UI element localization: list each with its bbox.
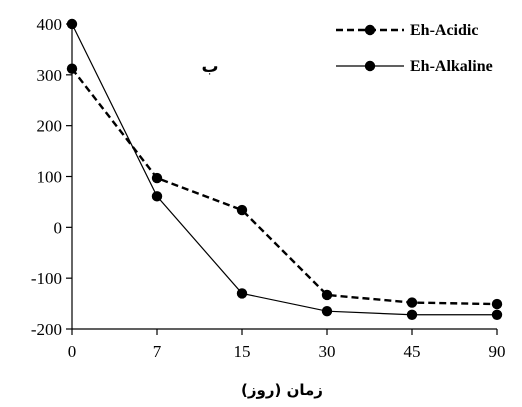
legend-marker	[364, 60, 376, 72]
data-point	[491, 298, 503, 310]
y-tick-label: -100	[31, 269, 62, 288]
data-point	[406, 297, 418, 308]
data-point	[236, 288, 248, 299]
data-point	[66, 18, 78, 30]
x-tick-label: 90	[489, 342, 506, 361]
data-point	[321, 306, 333, 317]
data-point	[406, 309, 418, 320]
legend-item: Eh-Acidic	[336, 22, 478, 39]
data-point	[491, 309, 503, 320]
legend-label: Eh-Alkaline	[410, 58, 493, 75]
series-layer	[66, 18, 503, 320]
y-tick-label: 200	[37, 117, 63, 136]
x-ticks: 0 7 15 30 45 90	[68, 329, 506, 361]
data-point	[151, 191, 163, 202]
data-point	[321, 289, 333, 301]
legend: Eh-Acidic Eh-Alkaline	[336, 22, 493, 75]
y-tick-label: 0	[54, 218, 63, 237]
y-tick-label: 100	[37, 168, 63, 187]
chart-annotation: ب	[201, 57, 218, 77]
legend-label: Eh-Acidic	[410, 22, 478, 39]
data-point	[236, 204, 248, 216]
legend-item: Eh-Alkaline	[336, 58, 493, 75]
x-tick-label: 0	[68, 342, 77, 361]
x-tick-label: 7	[153, 342, 162, 361]
x-axis-title: زمان (روز)	[241, 381, 323, 399]
x-tick-label: 30	[319, 342, 336, 361]
y-tick-label: -200	[31, 320, 62, 339]
y-tick-label: 400	[37, 15, 63, 34]
y-ticks: 400 300 200 100 0 -100 -200	[31, 15, 72, 339]
data-point	[66, 63, 78, 74]
series-eh-acidic	[66, 63, 503, 310]
x-tick-label: 15	[234, 342, 251, 361]
x-tick-label: 45	[404, 342, 421, 361]
y-tick-label: 300	[37, 66, 63, 85]
axes: 400 300 200 100 0 -100 -200 0 7 15 30 45 90	[31, 15, 506, 361]
legend-marker	[364, 24, 376, 36]
series-eh-alkaline	[66, 18, 503, 320]
series-line	[71, 67, 498, 306]
series-line	[71, 23, 497, 316]
data-point	[151, 172, 163, 184]
